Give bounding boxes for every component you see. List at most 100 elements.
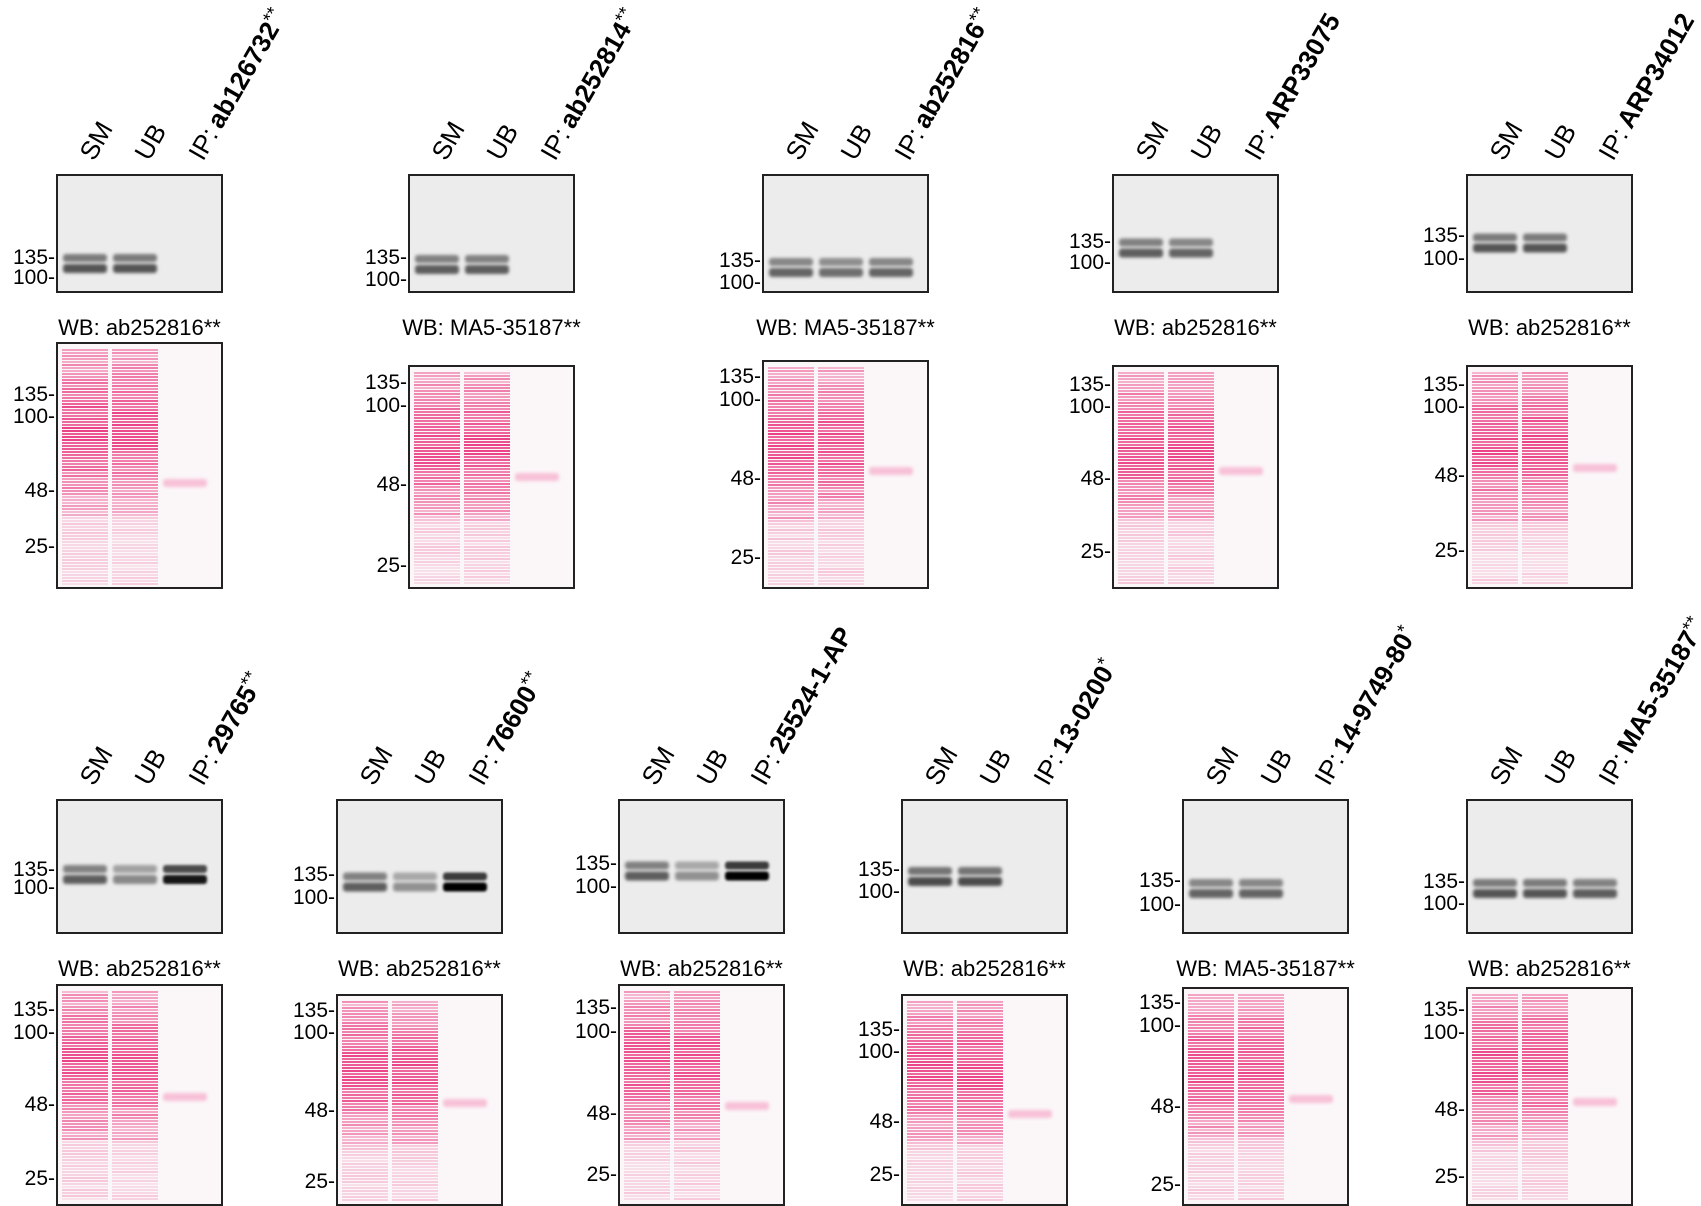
stain-ip-heavy-chain [1008,1110,1052,1118]
stain-lane-stripe [957,1163,1003,1165]
stain-lane-stripe [907,1148,953,1150]
stain-lane-stripe [1472,417,1518,419]
stain-lane-stripe [818,463,864,465]
stain-lane-stripe [392,1097,438,1099]
stain-lane-stripe [62,1078,108,1080]
stain-lane-stripe [62,475,108,477]
stain-lane-stripe [1522,1054,1568,1056]
stain-lane-stripe [414,483,460,485]
stain-lane-stripe [342,1052,388,1054]
stain-lane-stripe [62,406,108,408]
stain-lane-stripe [1238,1147,1284,1149]
stain-lane-stripe [1188,1066,1234,1068]
stain-lane-stripe [1188,1099,1234,1101]
stain-lane-stripe [392,1085,438,1087]
stain-lane-stripe [62,1135,108,1137]
stain-lane-stripe [907,1022,953,1024]
stain-lane-stripe [414,372,460,374]
stain-lane-stripe [62,1159,108,1161]
stain-lane-stripe [957,1151,1003,1153]
stain-lane-stripe [624,1033,670,1035]
stain-marker-25: 25- [377,554,407,577]
stain-lane-stripe [1168,435,1214,437]
blot-band-lower [415,265,459,274]
stain-lane-stripe [1522,1102,1568,1104]
stain-lane-stripe [624,1150,670,1152]
stain-lane-stripe [1522,579,1568,581]
stain-lane-stripe [1188,1195,1234,1197]
stain-lane-stripe [1522,540,1568,542]
stain-lane-stripe [1472,1084,1518,1086]
stain-lane-stripe [768,523,814,525]
stain-lane-stripe [112,991,158,993]
stain-lane-stripe [414,465,460,467]
stain-ip-heavy-chain [163,1093,207,1101]
stain-lane-stripe [1238,1018,1284,1020]
blot-marker-100: 100- [719,271,761,294]
stain-lane-stripe [1472,1198,1518,1200]
stain-marker-135: 135- [575,996,617,1019]
stain-lane-stripe [907,1031,953,1033]
stain-lane-stripe [464,570,510,572]
blot-band-lower [675,871,719,881]
stain-marker-48: 48- [1435,1098,1465,1121]
stain-lane-stripe [1522,411,1568,413]
stain-lane-stripe [818,481,864,483]
stain-lane-stripe [1118,504,1164,506]
stain-lane-stripe [1118,474,1164,476]
stain-marker-25: 25- [25,535,55,558]
stain-lane-stripe [414,456,460,458]
wb-antibody-label: WB: ab252816** [1468,956,1631,981]
stain-lane-stripe [1188,994,1234,996]
stain-lane-stripe [1238,1174,1284,1176]
stain-lane-stripe [674,1120,720,1122]
stain-lane-stripe [464,561,510,563]
stain-lane-stripe [768,472,814,474]
stain-lane-stripe [818,529,864,531]
stain-lane-stripe [768,541,814,543]
stain-lane-stripe [392,1106,438,1108]
blot-band-upper [113,254,157,262]
stain-lane-stripe [414,411,460,413]
blot-band-upper [1473,879,1517,887]
stain-lane-stripe [768,457,814,459]
stain-lane-stripe [957,1115,1003,1117]
stain-lane-stripe [1188,1183,1234,1185]
stain-lane-stripe [624,1126,670,1128]
stain-lane-stripe [62,1132,108,1134]
stain-lane-stripe [1522,1081,1568,1083]
stain-lane-stripe [674,1126,720,1128]
stain-lane-stripe [112,559,158,561]
blot-band-lower [1239,889,1283,898]
stain-lane-stripe [1472,411,1518,413]
blot-band-lower [1119,248,1163,258]
blot-band-upper [1189,879,1233,887]
stain-lane-stripe [1472,1165,1518,1167]
stain-lane-stripe [414,378,460,380]
stain-lane-stripe [1238,1192,1284,1194]
stain-lane-stripe [957,1034,1003,1036]
stain-lane-stripe [62,1129,108,1131]
stain-lane-stripe [62,1069,108,1071]
stain-lane-stripe [392,1082,438,1084]
stain-lane-stripe [957,1067,1003,1069]
stain-lane-stripe [768,475,814,477]
stain-lane-stripe [464,459,510,461]
stain-lane-stripe [674,1141,720,1143]
stain-lane-stripe [1522,483,1568,485]
stain-lane-stripe [62,472,108,474]
stain-lane-stripe [1118,375,1164,377]
stain-lane-stripe [907,1181,953,1183]
stain-lane-stripe [392,1187,438,1189]
stain-lane-stripe [818,385,864,387]
stain-lane-stripe [674,1066,720,1068]
stain-lane-stripe [62,577,108,579]
stain-lane-stripe [392,1172,438,1174]
blot-band-lower [63,875,107,884]
stain-lane-stripe [1118,402,1164,404]
stain-lane-stripe [1168,417,1214,419]
stain-lane-stripe [674,1177,720,1179]
stain-lane-stripe [1188,1144,1234,1146]
stain-lane-stripe [1472,1024,1518,1026]
stain-lane-stripe [1472,1162,1518,1164]
